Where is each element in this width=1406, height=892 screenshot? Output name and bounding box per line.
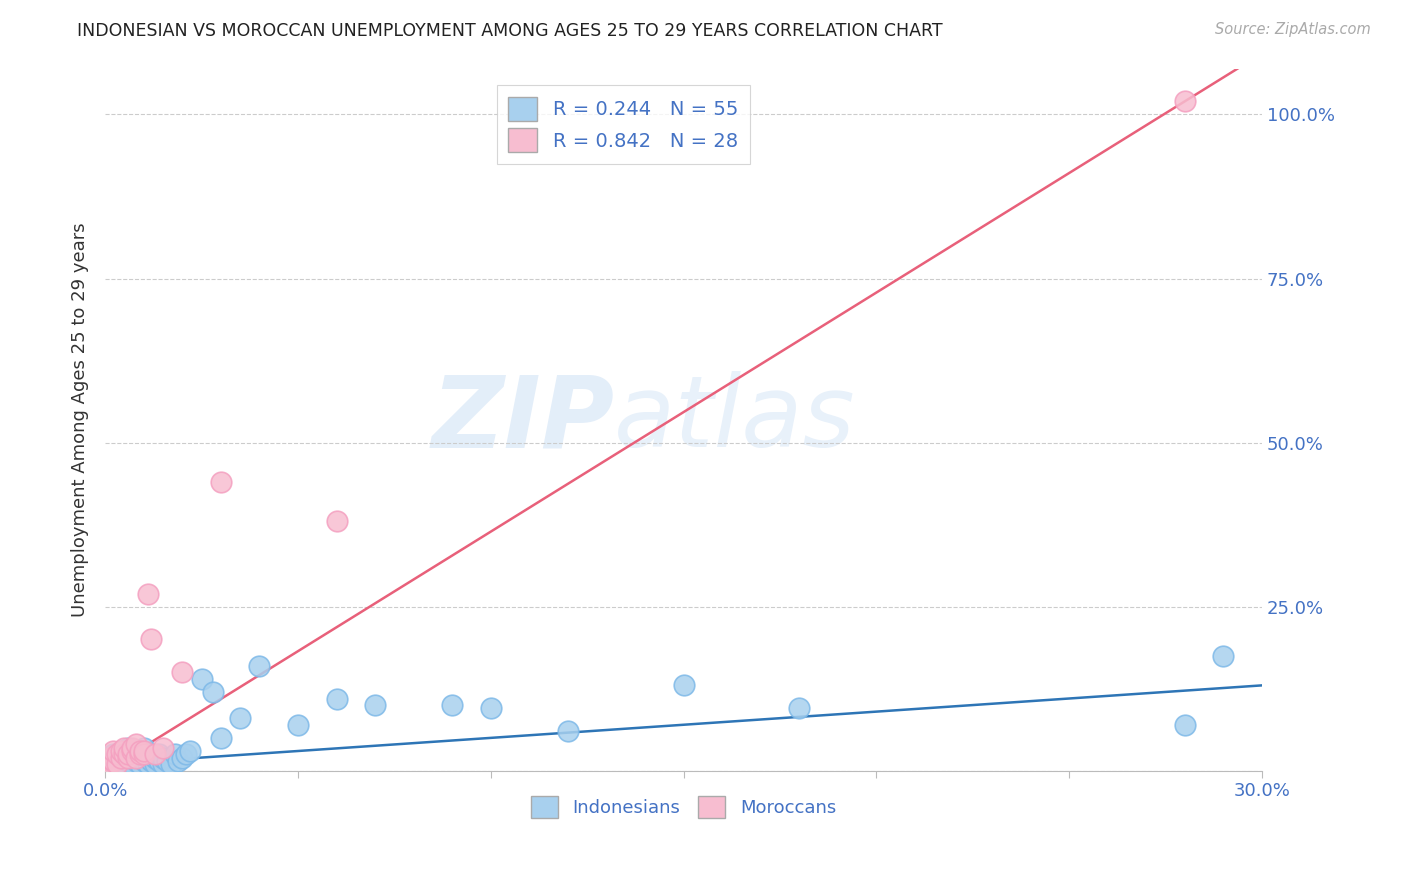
Point (121, 757, 143, 772)
Text: atlas: atlas (614, 371, 856, 468)
Point (121, 744, 143, 758)
Point (129, 757, 152, 772)
Point (141, 747, 163, 762)
Point (167, 754, 190, 768)
Point (101, 754, 124, 768)
Point (143, 750, 166, 764)
Point (125, 754, 148, 768)
Point (114, 744, 136, 758)
Text: ZIP: ZIP (432, 371, 614, 468)
Point (121, 744, 143, 758)
Y-axis label: Unemployment Among Ages 25 to 29 years: Unemployment Among Ages 25 to 29 years (72, 222, 89, 617)
Point (249, 658, 271, 673)
Point (110, 750, 132, 764)
Point (125, 750, 148, 764)
Point (136, 586, 159, 600)
Point (114, 747, 136, 762)
Point (110, 754, 132, 768)
Point (143, 757, 166, 772)
Point (325, 514, 347, 528)
Point (148, 754, 170, 768)
Point (787, 701, 810, 715)
Point (105, 750, 128, 764)
Point (121, 740, 143, 755)
Point (117, 747, 139, 762)
Point (148, 747, 170, 762)
Point (287, 718, 309, 732)
Point (557, 724, 579, 739)
Point (114, 740, 136, 755)
Point (129, 750, 152, 764)
Point (98, 750, 121, 764)
Point (143, 747, 166, 762)
Point (117, 747, 139, 762)
Point (98, 750, 121, 764)
Point (179, 744, 201, 758)
Point (105, 747, 128, 762)
Point (117, 740, 139, 755)
Point (117, 750, 139, 764)
Point (152, 757, 174, 772)
Point (132, 740, 155, 755)
Point (110, 744, 132, 758)
Point (129, 747, 152, 762)
Point (479, 701, 502, 715)
Point (672, 678, 695, 692)
Point (114, 757, 136, 772)
Point (136, 757, 159, 772)
Point (364, 698, 387, 712)
Point (152, 750, 174, 764)
Point (132, 747, 155, 762)
Point (117, 754, 139, 768)
Point (172, 750, 194, 764)
Point (209, 475, 232, 489)
Point (121, 750, 143, 764)
Point (98, 757, 121, 772)
Point (101, 747, 124, 762)
Point (163, 747, 186, 762)
Point (105, 757, 128, 772)
Point (202, 685, 225, 699)
Text: Source: ZipAtlas.com: Source: ZipAtlas.com (1215, 22, 1371, 37)
Point (1174, 95, 1197, 109)
Point (141, 754, 163, 768)
Point (105, 757, 128, 772)
Point (441, 698, 464, 712)
Point (125, 738, 148, 752)
Text: INDONESIAN VS MOROCCAN UNEMPLOYMENT AMONG AGES 25 TO 29 YEARS CORRELATION CHART: INDONESIAN VS MOROCCAN UNEMPLOYMENT AMON… (77, 22, 943, 40)
Point (174, 747, 197, 762)
Point (141, 632, 163, 647)
Point (132, 744, 155, 758)
Point (101, 754, 124, 768)
Point (229, 711, 252, 725)
Point (1174, 718, 1197, 732)
Point (1212, 648, 1234, 663)
Point (132, 754, 155, 768)
Point (159, 757, 181, 772)
Point (172, 665, 194, 680)
Point (125, 747, 148, 762)
Point (101, 744, 124, 758)
Point (325, 691, 347, 706)
Point (136, 750, 159, 764)
Point (156, 754, 179, 768)
Point (110, 744, 132, 758)
Legend: Indonesians, Moroccans: Indonesians, Moroccans (523, 789, 844, 825)
Point (190, 672, 212, 686)
Point (132, 747, 155, 762)
Point (129, 744, 152, 758)
Point (152, 740, 174, 755)
Point (209, 731, 232, 745)
Point (114, 750, 136, 764)
